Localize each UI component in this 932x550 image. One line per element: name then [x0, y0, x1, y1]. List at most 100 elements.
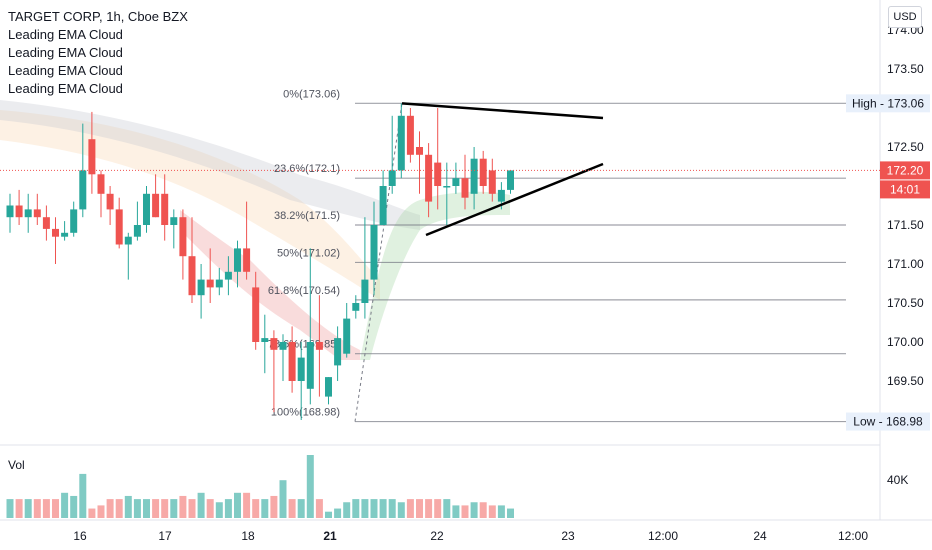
- candle-body[interactable]: [152, 193, 160, 218]
- candle-body[interactable]: [106, 193, 114, 210]
- candle-body[interactable]: [97, 174, 105, 194]
- volume-bar: [197, 492, 205, 518]
- time-tick-label: 12:00: [838, 529, 868, 543]
- candle-body[interactable]: [15, 205, 23, 218]
- candle-body[interactable]: [70, 209, 78, 233]
- symbol-title[interactable]: TARGET CORP, 1h, Cboe BZX: [8, 9, 188, 24]
- trendline-lower[interactable]: [425, 162, 604, 237]
- candle-body[interactable]: [425, 154, 433, 202]
- candle-body[interactable]: [179, 217, 187, 257]
- volume-bar: [52, 499, 59, 518]
- candle-body[interactable]: [206, 279, 214, 288]
- candle-body[interactable]: [397, 115, 405, 171]
- candle-body[interactable]: [88, 139, 96, 175]
- indicator-label[interactable]: Leading EMA Cloud: [8, 45, 123, 60]
- high-label: High - 173.06: [852, 96, 924, 110]
- candle-body[interactable]: [361, 279, 369, 303]
- trendline-upper[interactable]: [401, 102, 604, 120]
- volume-bar: [452, 505, 460, 518]
- candle-body[interactable]: [234, 248, 241, 272]
- candle-body[interactable]: [252, 287, 260, 342]
- volume-bar: [33, 499, 41, 518]
- time-tick-label: 12:00: [648, 529, 678, 543]
- volume-bar: [507, 508, 514, 518]
- volume-bar: [42, 499, 50, 518]
- candle-body[interactable]: [370, 225, 378, 280]
- price-tick-label: 172.50: [887, 140, 924, 154]
- currency-button[interactable]: USD: [888, 6, 922, 28]
- candle-body[interactable]: [434, 162, 442, 186]
- price-tick-label: 171.50: [887, 218, 924, 232]
- volume-bar: [61, 492, 69, 518]
- candle-body[interactable]: [507, 170, 514, 190]
- volume-bar: [488, 505, 496, 518]
- candle-body[interactable]: [24, 209, 32, 218]
- volume-bar: [315, 499, 323, 518]
- candle-body[interactable]: [297, 357, 305, 381]
- current-price-tag: 172.20: [887, 163, 924, 177]
- volume-bar: [425, 499, 433, 518]
- indicator-label[interactable]: Leading EMA Cloud: [8, 63, 123, 78]
- volume-bar: [6, 499, 14, 518]
- candle-body[interactable]: [343, 318, 351, 354]
- candle-body[interactable]: [352, 303, 360, 311]
- candle-body[interactable]: [243, 248, 251, 272]
- candle-body[interactable]: [261, 338, 269, 342]
- candle-body[interactable]: [288, 342, 296, 381]
- volume-bar: [179, 495, 187, 518]
- indicator-label[interactable]: Leading EMA Cloud: [8, 27, 123, 42]
- volume-bar: [15, 499, 23, 518]
- candle-body[interactable]: [461, 178, 469, 198]
- candle-body[interactable]: [215, 279, 223, 288]
- candle-body[interactable]: [61, 232, 69, 237]
- volume-bar: [379, 499, 387, 518]
- candle-body[interactable]: [416, 147, 423, 155]
- countdown-bg: [880, 180, 930, 199]
- candle-body[interactable]: [279, 342, 287, 350]
- time-tick-label: 21: [323, 529, 337, 543]
- candle-body[interactable]: [143, 193, 150, 225]
- volume-bar: [361, 499, 369, 518]
- candle-body[interactable]: [406, 115, 414, 155]
- candle-body[interactable]: [470, 158, 478, 194]
- candle-body[interactable]: [115, 209, 123, 245]
- candle-body[interactable]: [443, 186, 451, 188]
- volume-bar: [124, 495, 132, 518]
- candle-body[interactable]: [188, 256, 196, 296]
- volume-bar: [370, 499, 378, 518]
- candle-body[interactable]: [170, 217, 178, 225]
- ema-cloud: [360, 191, 510, 360]
- candle-body[interactable]: [224, 271, 232, 280]
- candle-body[interactable]: [33, 209, 41, 218]
- price-tick-label: 170.00: [887, 335, 924, 349]
- fib-level-label: 50%(171.02): [277, 247, 340, 259]
- candle-body[interactable]: [479, 158, 487, 186]
- candle-body[interactable]: [6, 205, 14, 218]
- candle-body[interactable]: [488, 170, 496, 194]
- volume-bar: [115, 499, 123, 518]
- volume-bar: [306, 455, 314, 518]
- candle-body[interactable]: [52, 228, 59, 237]
- indicator-label[interactable]: Leading EMA Cloud: [8, 81, 123, 96]
- candle-body[interactable]: [42, 217, 50, 229]
- volume-bar: [497, 505, 505, 518]
- candle-body[interactable]: [79, 170, 87, 210]
- high-label-bg: [846, 94, 930, 113]
- time-tick-label: 22: [430, 529, 444, 543]
- candle-body[interactable]: [161, 193, 169, 225]
- candle-body[interactable]: [379, 186, 387, 225]
- candle-body[interactable]: [452, 178, 460, 186]
- candle-body[interactable]: [315, 342, 323, 350]
- candle-body[interactable]: [334, 338, 342, 366]
- candle-body[interactable]: [497, 189, 505, 202]
- candle-body[interactable]: [306, 342, 314, 389]
- candle-body[interactable]: [388, 170, 396, 186]
- candle-body[interactable]: [325, 377, 332, 397]
- volume-bar: [270, 495, 278, 518]
- candle-body[interactable]: [124, 236, 132, 245]
- candle-body[interactable]: [197, 279, 205, 296]
- candle-body[interactable]: [133, 225, 141, 237]
- time-tick-label: 17: [158, 529, 172, 543]
- candle-body[interactable]: [270, 338, 278, 350]
